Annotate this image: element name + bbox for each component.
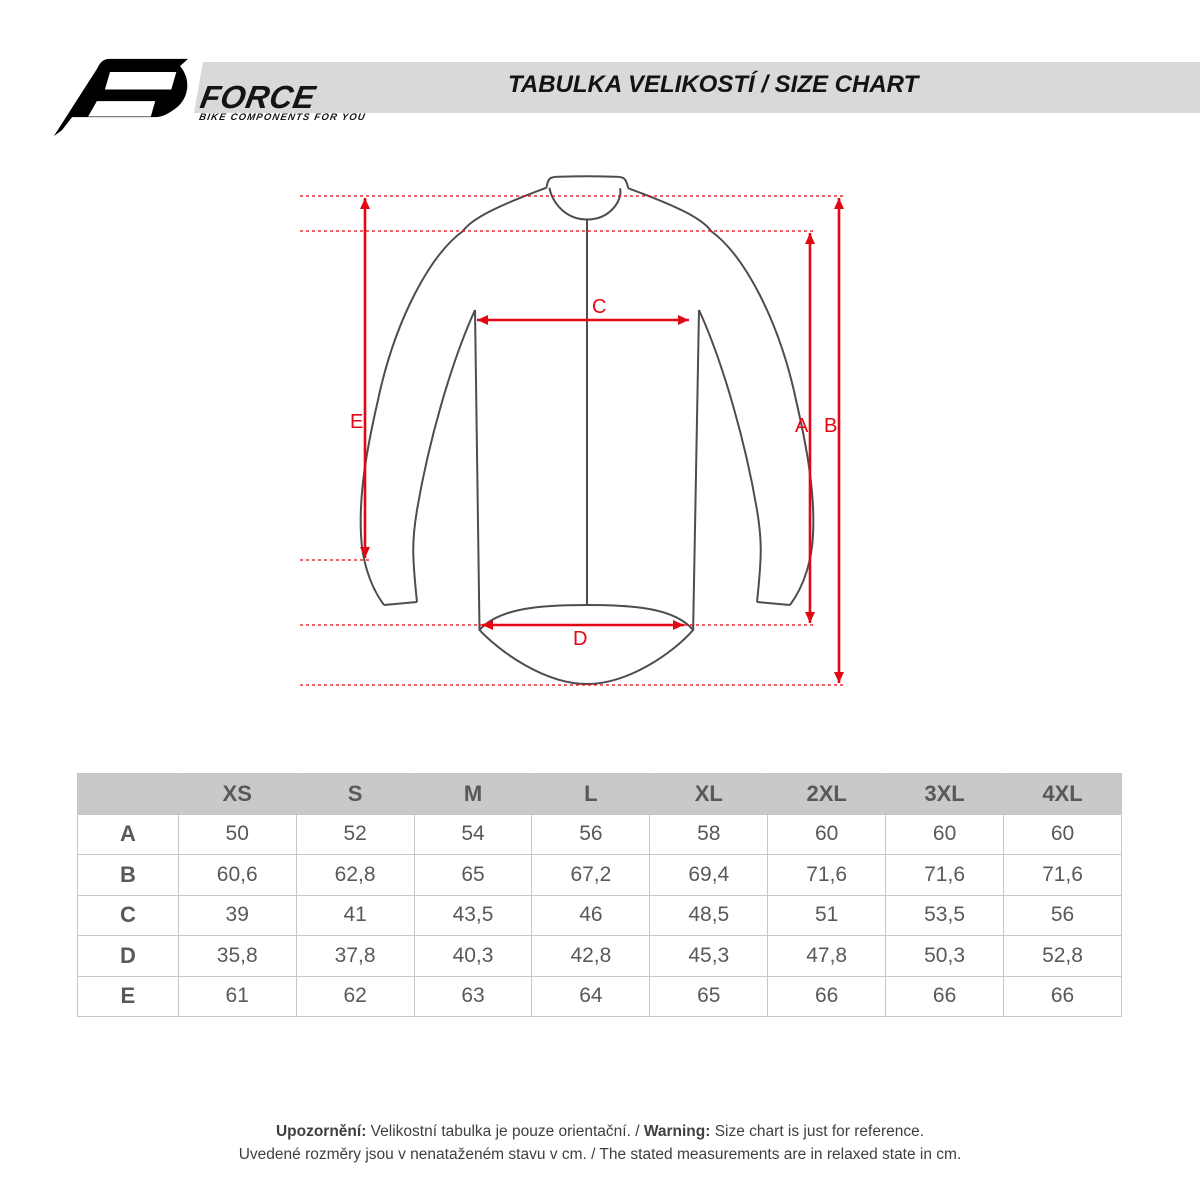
svg-text:A: A [795,415,809,437]
svg-text:E: E [350,411,363,433]
svg-text:C: C [592,296,606,318]
svg-text:D: D [573,628,587,650]
svg-text:FORCE: FORCE [198,79,320,115]
svg-text:B: B [824,415,837,437]
svg-text:BIKE COMPONENTS FOR YOU: BIKE COMPONENTS FOR YOU [198,112,367,123]
